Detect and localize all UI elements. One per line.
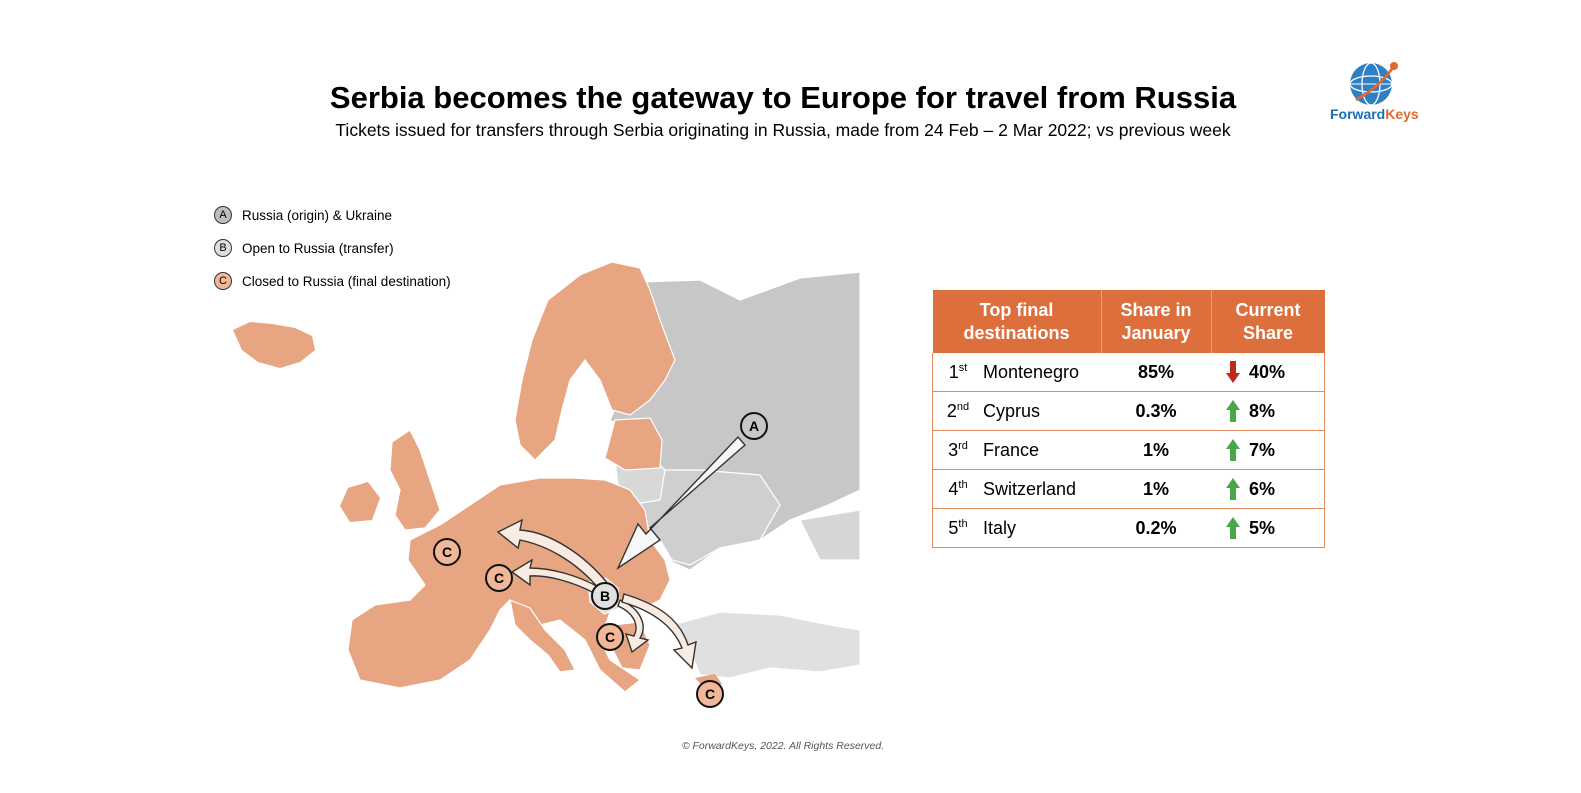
svg-text:C: C	[442, 544, 452, 560]
arrow-up-icon	[1226, 517, 1240, 539]
rank-suffix: nd	[956, 400, 970, 413]
rank-number: 2	[946, 400, 957, 421]
share-january-cell: 0.2%	[1101, 508, 1211, 548]
rank-number: 1	[948, 361, 959, 382]
arrow-serbia-to-cyprus	[621, 593, 697, 670]
legend-item-origin: A Russia (origin) & Ukraine	[214, 204, 451, 226]
rank-number: 4	[948, 478, 959, 499]
country-cell: Switzerland	[983, 469, 1101, 509]
rank-cell: 3rd	[932, 430, 983, 470]
svg-text:A: A	[749, 418, 759, 434]
uk-region	[389, 429, 441, 531]
rank-cell: 2nd	[932, 391, 983, 431]
page-subtitle: Tickets issued for transfers through Ser…	[335, 120, 1231, 140]
marker-a: A	[740, 412, 768, 440]
table-row: 4th Switzerland 1% 6%	[932, 469, 1325, 509]
legend-badge-a: A	[214, 206, 232, 224]
country-cell: Montenegro	[983, 353, 1101, 392]
legend-item-destination: C Closed to Russia (final destination)	[214, 270, 451, 292]
table-row: 2nd Cyprus 0.3% 8%	[932, 391, 1325, 431]
header-top-destinations: Top final destinations	[932, 290, 1102, 353]
svg-text:C: C	[605, 629, 615, 645]
header-share-january: Share in January	[1101, 290, 1212, 353]
current-share-cell: 5%	[1211, 508, 1325, 548]
baltics-region	[604, 417, 663, 471]
arrow-serbia-to-montenegro	[617, 599, 650, 654]
rank-suffix: rd	[958, 439, 968, 452]
share-january-cell: 85%	[1101, 353, 1211, 392]
legend-item-transfer: B Open to Russia (transfer)	[214, 237, 451, 259]
rank-suffix: th	[958, 517, 968, 530]
legend-label-origin: Russia (origin) & Ukraine	[242, 207, 393, 223]
rank-number: 3	[948, 439, 959, 460]
country-cell: France	[983, 430, 1101, 470]
current-share-cell: 8%	[1211, 391, 1325, 431]
iceland-region	[233, 322, 315, 368]
legend-label-transfer: Open to Russia (transfer)	[242, 240, 394, 256]
current-share-value: 6%	[1249, 478, 1276, 499]
table-row: 3rd France 1% 7%	[932, 430, 1325, 470]
page-title: Serbia becomes the gateway to Europe for…	[329, 80, 1237, 115]
current-share-cell: 7%	[1211, 430, 1325, 470]
current-share-value: 7%	[1249, 439, 1276, 460]
globe-icon	[1349, 62, 1398, 106]
country-cell: Cyprus	[983, 391, 1101, 431]
scandinavia-region	[514, 261, 676, 461]
share-january-cell: 0.3%	[1101, 391, 1211, 431]
marker-c-cyprus: C	[696, 680, 724, 708]
arrow-russia-to-serbia	[616, 435, 746, 570]
ireland-region	[340, 482, 380, 522]
legend-label-destination: Closed to Russia (final destination)	[242, 273, 451, 289]
rank-cell: 4th	[932, 469, 983, 509]
legend-badge-b: B	[214, 239, 232, 257]
current-share-value: 5%	[1249, 517, 1276, 538]
current-share-value: 8%	[1249, 400, 1276, 421]
italy-region	[509, 599, 576, 673]
marker-c-france: C	[433, 538, 461, 566]
destinations-table: Top final destinations Share in January …	[932, 290, 1325, 548]
europe-map: A B C C C C	[233, 261, 861, 708]
turkey-region	[671, 611, 861, 679]
caucasus-region	[799, 509, 861, 561]
header-current-share: Current Share	[1211, 290, 1325, 353]
rank-cell: 5th	[932, 508, 983, 548]
share-january-cell: 1%	[1101, 469, 1211, 509]
arrow-up-icon	[1226, 439, 1240, 461]
table-row: 1st Montenegro 85% 40%	[932, 353, 1325, 392]
svg-text:C: C	[705, 686, 715, 702]
table-header-row: Top final destinations Share in January …	[932, 290, 1325, 353]
share-january-cell: 1%	[1101, 430, 1211, 470]
arrow-down-icon	[1226, 361, 1240, 383]
legend-badge-c: C	[214, 272, 232, 290]
marker-c-switzerland: C	[485, 564, 513, 592]
rank-suffix: th	[958, 478, 968, 491]
current-share-value: 40%	[1249, 361, 1286, 382]
copyright-footer: © ForwardKeys, 2022. All Rights Reserved…	[681, 740, 885, 752]
arrow-up-icon	[1226, 400, 1240, 422]
brand-logo: ForwardKeys	[1330, 106, 1419, 122]
marker-c-montenegro: C	[596, 623, 624, 651]
arrow-serbia-to-switzerland	[496, 518, 609, 591]
current-share-cell: 40%	[1211, 353, 1325, 392]
country-cell: Italy	[983, 508, 1101, 548]
table-row: 5th Italy 0.2% 5%	[932, 508, 1325, 548]
marker-b: B	[591, 582, 619, 610]
rank-suffix: st	[958, 361, 968, 374]
svg-text:C: C	[494, 570, 504, 586]
arrow-serbia-to-italy	[510, 558, 601, 595]
current-share-cell: 6%	[1211, 469, 1325, 509]
rank-cell: 1st	[932, 353, 983, 392]
arrow-up-icon	[1226, 478, 1240, 500]
map-legend: A Russia (origin) & Ukraine B Open to Ru…	[214, 204, 451, 303]
svg-text:B: B	[600, 588, 610, 604]
rank-number: 5	[948, 517, 959, 538]
